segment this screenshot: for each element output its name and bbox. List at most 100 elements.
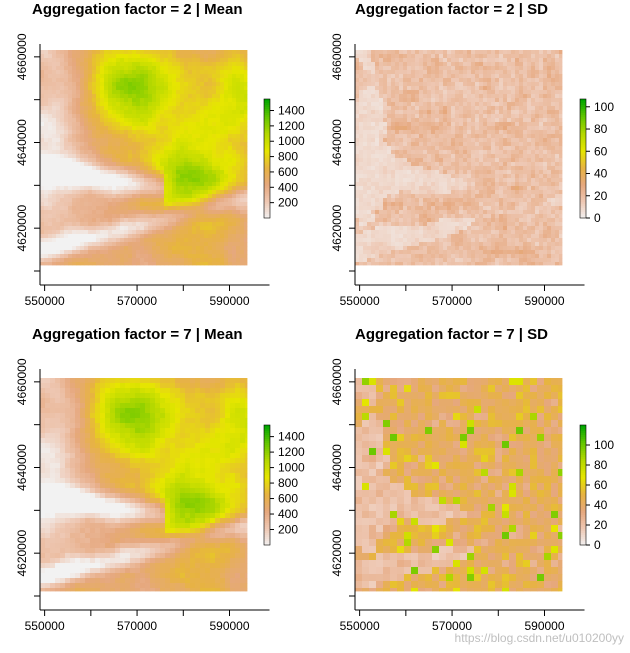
raster-cell: [511, 82, 516, 87]
raster-cell: [443, 86, 448, 91]
raster-cell: [244, 186, 248, 191]
raster-cell: [108, 78, 113, 83]
raster-cell: [156, 94, 161, 99]
raster-cell: [72, 238, 77, 243]
raster-cell: [184, 258, 189, 263]
raster-cell: [531, 134, 536, 139]
raster-cell: [108, 178, 113, 183]
raster-cell: [244, 254, 248, 259]
raster-cell: [72, 162, 77, 167]
raster-cell: [403, 62, 408, 67]
raster-cell: [407, 70, 412, 75]
raster-cell: [427, 206, 432, 211]
raster-cell: [539, 126, 544, 131]
raster-cell: [44, 206, 49, 211]
raster-cell: [144, 198, 149, 203]
raster-cell: [72, 50, 77, 55]
raster-cell: [479, 186, 484, 191]
raster-cell: [455, 186, 460, 191]
raster-cell: [559, 170, 563, 175]
raster-cell: [503, 130, 508, 135]
raster-cell: [403, 74, 408, 79]
raster-cell: [511, 182, 516, 187]
panel-title: Aggregation factor = 2 | Mean: [32, 1, 242, 18]
raster-cell: [371, 190, 376, 195]
raster-cell: [176, 102, 181, 107]
raster-cell: [168, 58, 173, 63]
raster-cell: [72, 110, 77, 115]
raster-cell: [132, 82, 137, 87]
raster-cell: [375, 114, 380, 119]
raster-cell: [68, 178, 73, 183]
raster-cell: [459, 206, 464, 211]
raster-cell: [555, 166, 560, 171]
raster-cell: [427, 118, 432, 123]
raster-cell: [112, 86, 117, 91]
raster-cell: [76, 138, 81, 143]
raster-cell: [92, 106, 97, 111]
raster-cell: [132, 210, 137, 215]
raster-cell: [551, 118, 556, 123]
raster-cell: [100, 158, 105, 163]
raster-cell: [220, 90, 225, 95]
raster-cell: [483, 110, 488, 115]
raster-cell: [547, 122, 552, 127]
raster-cell: [88, 162, 93, 167]
raster-cell: [84, 190, 89, 195]
raster-cell: [371, 170, 376, 175]
raster-cell: [188, 206, 193, 211]
raster-cell: [387, 194, 392, 199]
raster-cell: [136, 234, 141, 239]
raster-cell: [224, 206, 229, 211]
raster-cell: [96, 166, 101, 171]
colorbar-step: [264, 140, 270, 144]
raster-cell: [200, 214, 205, 219]
raster-cell: [451, 126, 456, 131]
raster-cell: [128, 142, 133, 147]
raster-cell: [403, 150, 408, 155]
raster-cell: [156, 70, 161, 75]
raster-cell: [120, 118, 125, 123]
raster-cell: [196, 250, 201, 255]
raster-cell: [523, 86, 528, 91]
raster-cell: [64, 78, 69, 83]
raster-cell: [228, 138, 233, 143]
raster-cell: [176, 74, 181, 79]
raster-cell: [447, 154, 452, 159]
raster-cell: [403, 198, 408, 203]
raster-cell: [176, 134, 181, 139]
raster-cell: [479, 90, 484, 95]
raster-cell: [152, 66, 157, 71]
raster-cell: [503, 50, 508, 55]
raster-cell: [551, 174, 556, 179]
raster-cell: [228, 78, 233, 83]
raster-cell: [208, 262, 213, 266]
raster-cell: [88, 78, 93, 83]
raster-cell: [491, 162, 496, 167]
raster-cell: [407, 118, 412, 123]
raster-cell: [116, 214, 121, 219]
raster-cell: [68, 66, 73, 71]
raster-cell: [172, 174, 177, 179]
raster-cell: [224, 246, 229, 251]
raster-cell: [379, 162, 384, 167]
raster-cell: [487, 70, 492, 75]
raster-cell: [499, 174, 504, 179]
raster-cell: [48, 210, 53, 215]
raster-cell: [555, 122, 560, 127]
raster-cell: [503, 206, 508, 211]
raster-cell: [555, 158, 560, 163]
raster-cell: [140, 138, 145, 143]
raster-cell: [132, 170, 137, 175]
raster-cell: [188, 254, 193, 259]
raster-cell: [224, 170, 229, 175]
raster-cell: [515, 158, 520, 163]
raster-cell: [80, 202, 85, 207]
raster-cell: [116, 142, 121, 147]
raster-cell: [84, 138, 89, 143]
raster-cell: [144, 154, 149, 159]
raster-cell: [160, 90, 165, 95]
raster-cell: [44, 218, 49, 223]
raster-cell: [44, 82, 49, 87]
raster-cell: [144, 110, 149, 115]
